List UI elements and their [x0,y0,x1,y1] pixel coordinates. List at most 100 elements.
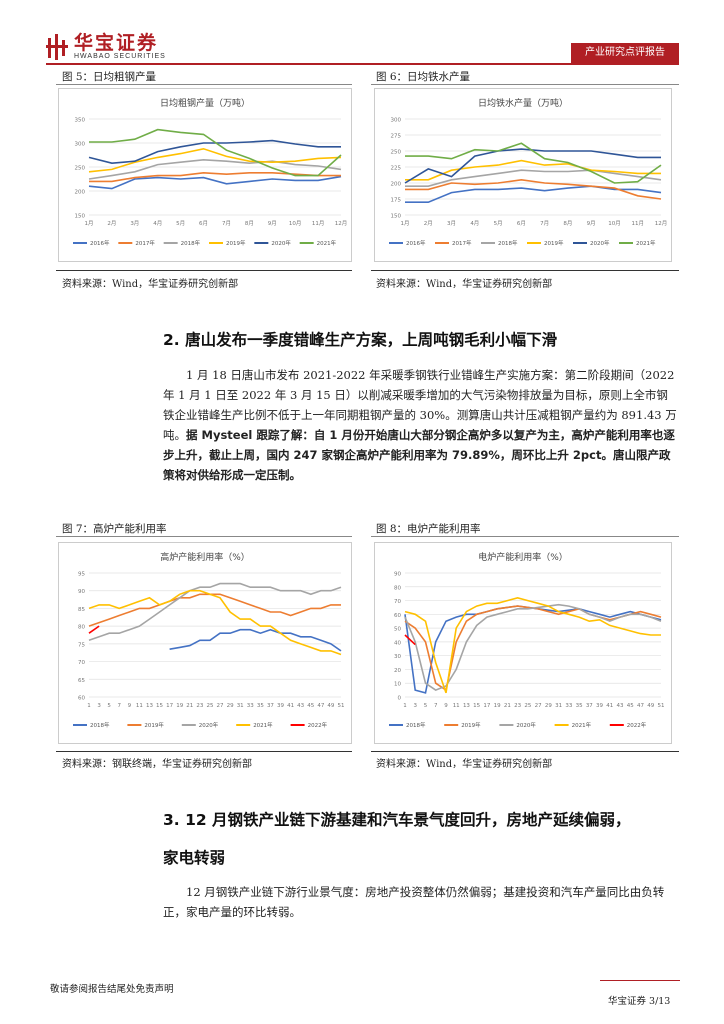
x-tick-label: 23 [514,703,521,709]
figure-8-title: 图 8：电炉产能利用率 [376,523,481,535]
y-tick-label: 10 [394,682,401,688]
x-tick-label: 11 [453,703,460,709]
figure-5-bottom-rule [56,270,352,271]
figure-5-title: 图 5：日均粗钢产量 [62,71,157,83]
x-tick-label: 9月 [587,220,596,227]
x-tick-label: 17 [166,703,173,709]
series-line-1 [88,593,341,627]
x-tick-label: 21 [186,703,193,709]
x-tick-label: 41 [606,703,613,709]
x-tick-label: 21 [504,703,511,709]
section-2-bold-text: 据 Mysteel 跟踪了解：自 1 月份开始唐山大部分钢企高炉多以复产为主，高… [163,428,675,482]
y-tick-label: 70 [78,660,85,666]
x-tick-label: 41 [287,703,294,709]
legend-label: 2016年 [406,239,426,247]
x-tick-label: 47 [317,703,324,709]
legend-label: 2017年 [452,239,472,247]
legend-label: 2017年 [135,239,155,247]
x-tick-label: 9 [444,703,448,709]
legend-label: 2018年 [498,239,518,247]
chart-hot-metal: 日均铁水产量（万吨） 150 175 200 225 250 275 300 1月 2月 3月 4月 5… [374,88,672,262]
legend-label: 2020年 [199,721,219,729]
x-tick-label: 5月 [494,220,503,227]
legend-label: 2019年 [544,239,564,247]
x-tick-label: 10月 [289,220,302,227]
x-tick-label: 6月 [517,220,526,227]
x-tick-label: 8月 [245,220,254,227]
x-tick-label: 31 [555,703,562,709]
legend-label: 2018年 [90,721,110,729]
legend-label: 2021年 [317,239,337,247]
series-line-0 [404,605,662,694]
legend-label: 2019年 [144,721,164,729]
y-tick-label: 250 [391,150,402,156]
section-3-heading-line-2: 家电转弱 [163,849,226,867]
x-tick-label: 3月 [447,220,456,227]
legend-label: 2019年 [461,721,481,729]
figure-7-rule [56,536,352,537]
footer-divider [600,980,680,981]
figure-6-rule [371,84,679,85]
legend-label: 2019年 [226,239,246,247]
figure-6-bottom-rule [371,270,679,271]
x-tick-label: 25 [524,703,531,709]
series-line-1 [404,605,662,692]
x-tick-label: 15 [473,703,480,709]
chart-title: 日均铁水产量（万吨） [478,97,568,109]
y-tick-label: 30 [394,654,401,660]
logo-icon [46,33,68,60]
series-line-0 [169,628,342,652]
series-line-1 [89,171,341,183]
x-tick-label: 15 [156,703,163,709]
figure-5-rule [56,84,352,85]
x-tick-label: 47 [637,703,644,709]
x-tick-label: 1 [87,703,91,709]
y-tick-label: 20 [394,668,401,674]
y-tick-label: 0 [398,696,402,702]
y-tick-label: 65 [78,678,85,684]
x-tick-label: 7 [434,703,438,709]
y-tick-label: 150 [391,214,402,220]
x-tick-label: 23 [196,703,203,709]
footer-page-number: 华宝证券 3/13 [608,996,671,1007]
legend-label: 2021年 [253,721,273,729]
series-line-3 [88,147,342,173]
x-tick-label: 33 [247,703,254,709]
y-tick-label: 275 [391,134,402,140]
x-tick-label: 4月 [153,220,162,227]
x-tick-label: 35 [576,703,583,709]
figure-8-rule [371,536,679,537]
chart-title: 电炉产能利用率（%） [478,551,568,563]
y-tick-label: 95 [78,572,85,578]
series-line-4 [404,634,416,646]
figure-7-source: 资料来源：钢联终端，华宝证券研究创新部 [62,759,252,770]
x-tick-label: 3月 [130,220,139,227]
series-line-0 [405,185,662,203]
x-tick-label: 7 [117,703,121,709]
x-tick-label: 2月 [424,220,433,227]
section-2-text: 1 月 18 日唐山市发布 2021-2022 年采暖季钢铁行业错峰生产实施方案… [163,368,677,442]
y-tick-label: 175 [391,198,402,204]
x-tick-label: 3 [97,703,101,709]
x-tick-label: 1月 [85,220,94,227]
series-line-5 [405,142,662,184]
x-tick-label: 25 [206,703,213,709]
figure-5-source: 资料来源：Wind，华宝证券研究创新部 [62,279,239,290]
x-tick-label: 37 [586,703,593,709]
x-tick-label: 7月 [222,220,231,227]
x-tick-label: 33 [565,703,572,709]
series-line-2 [88,582,342,642]
y-tick-label: 90 [78,589,85,595]
section-3-paragraph: 12 月钢铁产业链下游行业景气度：房地产投资整体仍然偏弱；基建投资和汽车产量同比… [163,885,665,919]
y-tick-label: 300 [391,118,402,124]
figure-6-title: 图 6：日均铁水产量 [376,71,471,83]
x-tick-label: 11 [136,703,143,709]
x-tick-label: 51 [658,703,665,709]
series-line-4 [404,148,661,184]
x-tick-label: 5 [107,703,111,709]
y-tick-label: 200 [391,182,402,188]
x-tick-label: 49 [647,703,654,709]
y-tick-label: 85 [78,607,85,613]
